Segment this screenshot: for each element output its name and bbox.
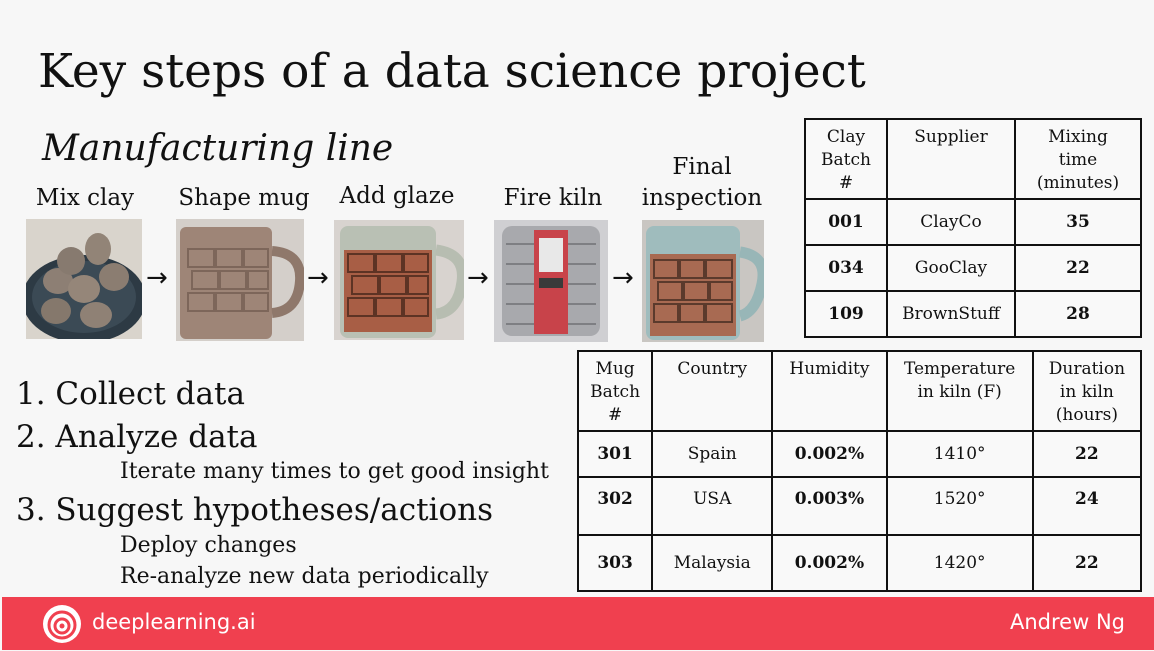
table-cell: 301 [576, 430, 654, 478]
table-cell: 22 [1031, 430, 1143, 478]
table-cell: 28 [1014, 290, 1142, 338]
table-cell: BrownStuff [886, 290, 1016, 338]
step-subitem-reanalyze: Re-analyze new data periodically [120, 564, 489, 589]
table-cell: 35 [1014, 198, 1142, 246]
table-cell: 0.003% [771, 476, 888, 536]
header-line: (hours) [1055, 405, 1118, 425]
footer-bar: deeplearning.ai Andrew Ng [2, 597, 1154, 650]
column-header: Duration in kiln (hours) [1031, 350, 1143, 432]
arrow-icon: → [612, 263, 634, 293]
step-label-final-line1: Final [672, 154, 732, 180]
step-subitem-deploy: Deploy changes [120, 533, 297, 558]
slide-title: Key steps of a data science project [38, 44, 866, 99]
table-cell: 1420° [885, 534, 1034, 592]
arrow-icon: → [307, 263, 329, 293]
header-line: Batch [821, 150, 871, 170]
table-cell: 22 [1014, 244, 1142, 292]
table-cell: 22 [1031, 534, 1143, 592]
column-header: Mug Batch # [576, 350, 654, 432]
footer-brand: deeplearning.ai [92, 610, 256, 634]
header-line: in kiln (F) [917, 382, 1002, 402]
header-line: in kiln [1059, 382, 1114, 402]
slide-subtitle: Manufacturing line [42, 128, 394, 169]
step-item-suggest-hypotheses: 3. Suggest hypotheses/actions [16, 492, 494, 528]
table-row: 303 Malaysia 0.002% 1420° 22 [576, 534, 1143, 592]
table-cell: 001 [804, 198, 888, 246]
table-row: 001 ClayCo 35 [804, 198, 1142, 246]
header-line: time [1058, 150, 1098, 170]
step-label-final-inspection: Final inspection [638, 152, 766, 214]
step-item-analyze-data: 2. Analyze data [16, 419, 258, 455]
column-header: Temperature in kiln (F) [885, 350, 1034, 432]
header-line: # [607, 405, 623, 425]
mug-batch-table: Mug Batch # Country Humidity Temperature… [576, 350, 1143, 592]
step-label-shape-mug: Shape mug [178, 185, 310, 211]
column-header: Mixing time (minutes) [1014, 118, 1142, 200]
clay-batch-table: Clay Batch # Supplier Mixing time (minut… [804, 118, 1142, 338]
header-line: Duration [1048, 359, 1126, 379]
table-cell: 034 [804, 244, 888, 292]
header-line: Mug [595, 359, 635, 379]
table-cell: 1520° [885, 476, 1034, 536]
deeplearning-logo-icon [42, 604, 82, 644]
table-cell: Malaysia [651, 534, 774, 592]
column-header: Supplier [886, 118, 1016, 200]
table-cell: 24 [1031, 476, 1143, 536]
step-item-collect-data: 1. Collect data [16, 376, 245, 412]
header-line: # [838, 173, 854, 193]
table-cell: USA [651, 476, 774, 536]
step-label-mix-clay: Mix clay [35, 185, 135, 211]
table-cell: ClayCo [886, 198, 1016, 246]
header-line: Mixing [1048, 127, 1108, 147]
header-line: Batch [590, 382, 641, 402]
step-label-final-line2: inspection [641, 185, 763, 211]
table-cell: 1410° [885, 430, 1034, 478]
arrow-icon: → [146, 263, 168, 293]
column-header: Humidity [771, 350, 888, 432]
table-header-row: Clay Batch # Supplier Mixing time (minut… [804, 118, 1142, 200]
table-cell: Spain [651, 430, 774, 478]
header-line: Supplier [914, 127, 988, 147]
table-row: 301 Spain 0.002% 1410° 22 [576, 430, 1143, 478]
header-line: Clay [826, 127, 866, 147]
arrow-icon: → [467, 263, 489, 293]
table-row: 109 BrownStuff 28 [804, 290, 1142, 338]
table-cell: 303 [576, 534, 654, 592]
header-line: Humidity [789, 359, 870, 379]
step-label-add-glaze: Add glaze [339, 183, 455, 209]
table-cell: 0.002% [771, 430, 888, 478]
photo-shape-mug [176, 219, 304, 341]
photo-final-inspection [642, 220, 764, 342]
photo-mix-clay [26, 219, 142, 339]
table-row: 302 USA 0.003% 1520° 24 [576, 476, 1143, 536]
column-header: Country [651, 350, 774, 432]
footer-author: Andrew Ng [1010, 610, 1125, 634]
header-line: Country [677, 359, 748, 379]
step-subitem-iterate: Iterate many times to get good insight [120, 459, 549, 484]
photo-fire-kiln [494, 220, 608, 342]
table-cell: 0.002% [771, 534, 888, 592]
table-cell: 109 [804, 290, 888, 338]
table-cell: 302 [576, 476, 654, 536]
photo-add-glaze [334, 220, 464, 340]
table-header-row: Mug Batch # Country Humidity Temperature… [576, 350, 1143, 432]
step-label-fire-kiln: Fire kiln [503, 185, 603, 211]
header-line: Temperature [903, 359, 1016, 379]
header-line: (minutes) [1036, 173, 1120, 193]
column-header: Clay Batch # [804, 118, 888, 200]
table-row: 034 GooClay 22 [804, 244, 1142, 292]
table-cell: GooClay [886, 244, 1016, 292]
